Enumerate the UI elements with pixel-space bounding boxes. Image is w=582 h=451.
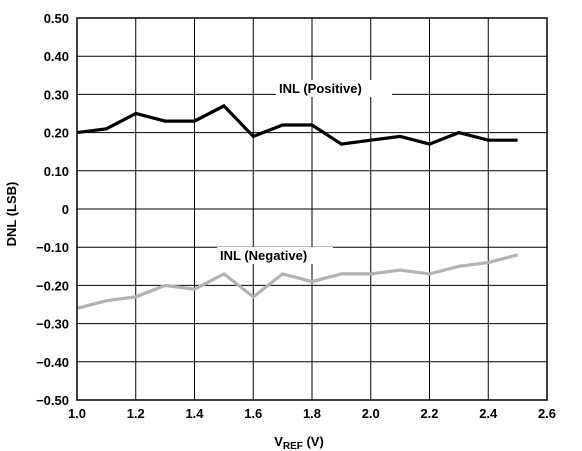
x-tick-label: 2.2 <box>420 406 438 421</box>
y-tick-label: 0.20 <box>44 126 69 141</box>
series-label-negative-text: INL (Negative) <box>220 248 307 263</box>
x-tick-label: 1.8 <box>303 406 321 421</box>
series-label-positive: INL (Positive) <box>276 80 392 97</box>
y-tick-label: 0.50 <box>44 11 69 26</box>
series-label-negative: INL (Negative) <box>217 247 333 264</box>
y-tick-label: 0.30 <box>44 87 69 102</box>
x-tick-label: 2.4 <box>479 406 498 421</box>
series-line-negative <box>76 253 519 310</box>
x-tick-labels: 1.0 1.2 1.4 1.6 1.8 2.0 2.2 2.4 2.6 <box>68 406 556 421</box>
y-tick-label: −0.40 <box>36 355 69 370</box>
grid-lines <box>77 18 547 400</box>
x-axis-title: VREF (V) <box>274 434 324 451</box>
plot-frame <box>76 17 548 401</box>
y-tick-label: −0.50 <box>36 393 69 408</box>
x-tick-label: 1.0 <box>68 406 86 421</box>
y-tick-label: −0.30 <box>36 317 69 332</box>
y-tick-label: 0.10 <box>44 164 69 179</box>
y-tick-label: 0 <box>62 202 69 217</box>
y-tick-labels: 0.50 0.40 0.30 0.20 0.10 0 −0.10 −0.20 −0.30 −0.4… <box>36 11 69 408</box>
x-tick-label: 2.6 <box>538 406 556 421</box>
series-line-positive <box>76 103 518 146</box>
x-tick-label: 2.0 <box>362 406 380 421</box>
x-tick-label: 1.6 <box>244 406 262 421</box>
series-lines <box>76 103 519 310</box>
y-tick-label: −0.10 <box>36 240 69 255</box>
y-axis-title: DNL (LSB) <box>4 182 19 247</box>
y-tick-label: 0.40 <box>44 49 69 64</box>
series-label-positive-text: INL (Positive) <box>279 81 362 96</box>
x-tick-label: 1.4 <box>185 406 204 421</box>
y-tick-label: −0.20 <box>36 278 69 293</box>
x-tick-label: 1.2 <box>127 406 145 421</box>
